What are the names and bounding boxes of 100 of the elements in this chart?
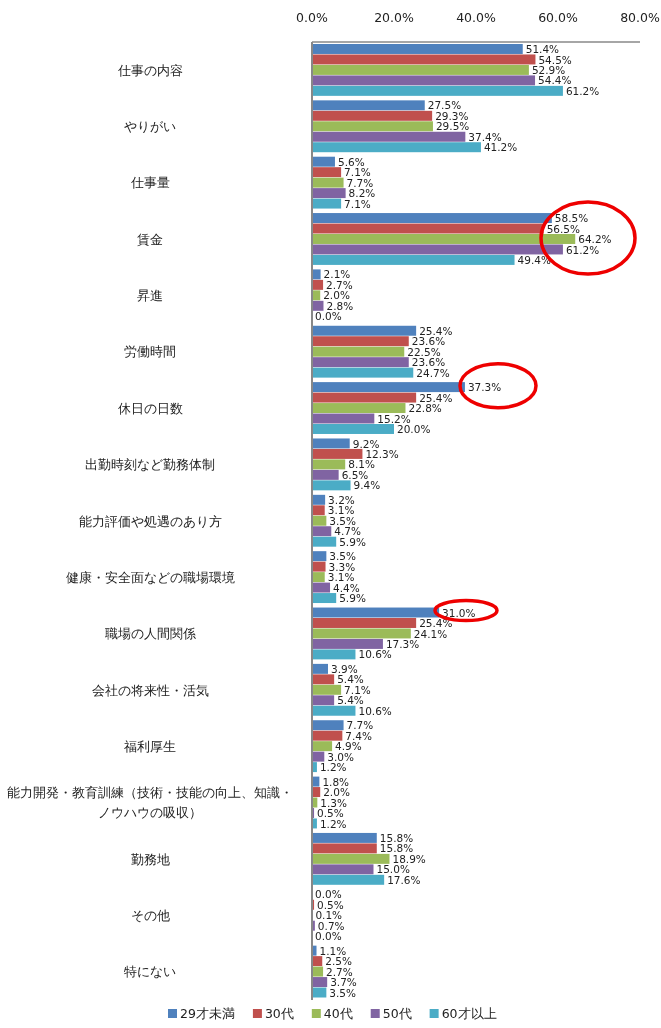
bar <box>312 357 409 368</box>
x-tick-label: 20.0% <box>374 10 414 25</box>
data-label: 2.8% <box>326 299 354 312</box>
bar <box>312 75 536 86</box>
data-label: 18.9% <box>392 852 426 865</box>
data-label: 5.4% <box>337 694 364 707</box>
data-label: 5.9% <box>339 535 366 548</box>
data-label: 0.5% <box>317 807 344 820</box>
data-label: 9.2% <box>352 437 380 450</box>
bar <box>312 413 375 424</box>
y-tick-label: 出勤時刻など勤務体制 <box>85 457 215 473</box>
data-label: 15.2% <box>377 412 411 425</box>
data-label: 41.2% <box>483 141 518 154</box>
legend-label: 40代 <box>323 1006 353 1021</box>
x-tick-label: 40.0% <box>456 10 496 25</box>
legend-label: 60才以上 <box>441 1006 497 1021</box>
data-label: 15.8% <box>379 842 414 855</box>
legend-label: 50代 <box>382 1006 412 1021</box>
legend-label: 29才未満 <box>180 1006 235 1021</box>
data-label: 0.7% <box>317 919 345 932</box>
bar <box>312 663 328 674</box>
data-label: 3.1% <box>327 504 355 517</box>
bar <box>312 593 337 604</box>
bar <box>312 695 335 706</box>
bar <box>312 131 466 142</box>
bar <box>312 874 385 885</box>
y-tick-label: その他 <box>130 907 170 923</box>
data-label: 3.0% <box>327 750 354 763</box>
data-label: 9.4% <box>353 479 381 492</box>
bar <box>312 618 417 628</box>
data-label: 23.6% <box>411 335 446 348</box>
y-tick-label: 労働時間 <box>124 344 176 360</box>
bar <box>312 684 342 695</box>
data-label: 31.0% <box>442 606 476 619</box>
bar <box>312 448 363 459</box>
bar <box>312 223 544 234</box>
bar <box>312 234 576 244</box>
bar <box>312 966 324 977</box>
bar <box>312 279 324 290</box>
data-label: 2.5% <box>325 955 352 968</box>
data-label: 10.6% <box>358 704 392 717</box>
bar <box>312 628 411 639</box>
data-label: 25.4% <box>419 617 453 630</box>
y-tick-label: 能力開発・教育訓練（技術・技能の向上、知識・ノウハウの吸収） <box>7 785 293 821</box>
bar <box>312 121 433 132</box>
bar <box>312 526 332 537</box>
bar <box>312 424 394 434</box>
bar <box>312 244 563 255</box>
bar <box>312 346 405 357</box>
bar <box>312 551 327 562</box>
data-label: 8.1% <box>348 458 375 471</box>
data-label: 5.6% <box>337 155 365 168</box>
data-label: 24.7% <box>416 366 450 379</box>
bar <box>312 254 515 265</box>
data-label: 5.9% <box>339 592 366 605</box>
data-label: 3.1% <box>327 571 355 584</box>
bar <box>312 638 383 649</box>
bar <box>312 44 523 54</box>
bar <box>312 864 374 875</box>
bar <box>312 188 346 199</box>
data-label: 15.0% <box>376 863 410 876</box>
bar <box>312 403 406 414</box>
y-tick-label: 仕事量 <box>129 175 170 191</box>
data-label: 37.3% <box>467 381 502 394</box>
data-label: 7.1% <box>344 166 371 179</box>
data-label: 1.2% <box>319 817 347 830</box>
bar <box>312 459 346 470</box>
bar <box>312 54 536 65</box>
bar <box>312 720 344 731</box>
data-label: 2.1% <box>323 268 351 281</box>
data-label: 22.5% <box>407 345 441 358</box>
bar <box>312 536 337 547</box>
bar <box>312 367 414 378</box>
data-label: 7.1% <box>344 197 371 210</box>
data-label: 17.6% <box>387 873 421 886</box>
data-label: 20.0% <box>397 423 431 436</box>
data-label: 51.4% <box>525 43 560 56</box>
data-label: 2.0% <box>323 786 350 799</box>
bar <box>312 469 339 480</box>
y-tick-label: 会社の将来性・活気 <box>91 682 209 698</box>
y-tick-label: 賃金 <box>137 231 163 247</box>
data-label: 61.2% <box>565 243 600 256</box>
data-label: 49.4% <box>517 253 551 266</box>
data-label: 56.5% <box>546 222 581 235</box>
data-label: 54.5% <box>538 53 572 66</box>
bar <box>312 730 343 741</box>
data-label: 52.9% <box>531 63 566 76</box>
data-label: 24.1% <box>413 627 448 640</box>
bar <box>312 853 390 864</box>
bar <box>312 142 481 153</box>
data-label: 27.5% <box>427 99 462 112</box>
data-label: 7.7% <box>346 176 374 189</box>
data-label: 4.7% <box>334 525 361 538</box>
data-label: 4.4% <box>333 581 360 594</box>
bar <box>312 198 342 209</box>
data-label: 2.7% <box>326 965 353 978</box>
bar <box>312 843 377 854</box>
data-label: 7.1% <box>344 683 371 696</box>
bar <box>312 649 356 660</box>
data-label: 10.6% <box>358 648 392 661</box>
